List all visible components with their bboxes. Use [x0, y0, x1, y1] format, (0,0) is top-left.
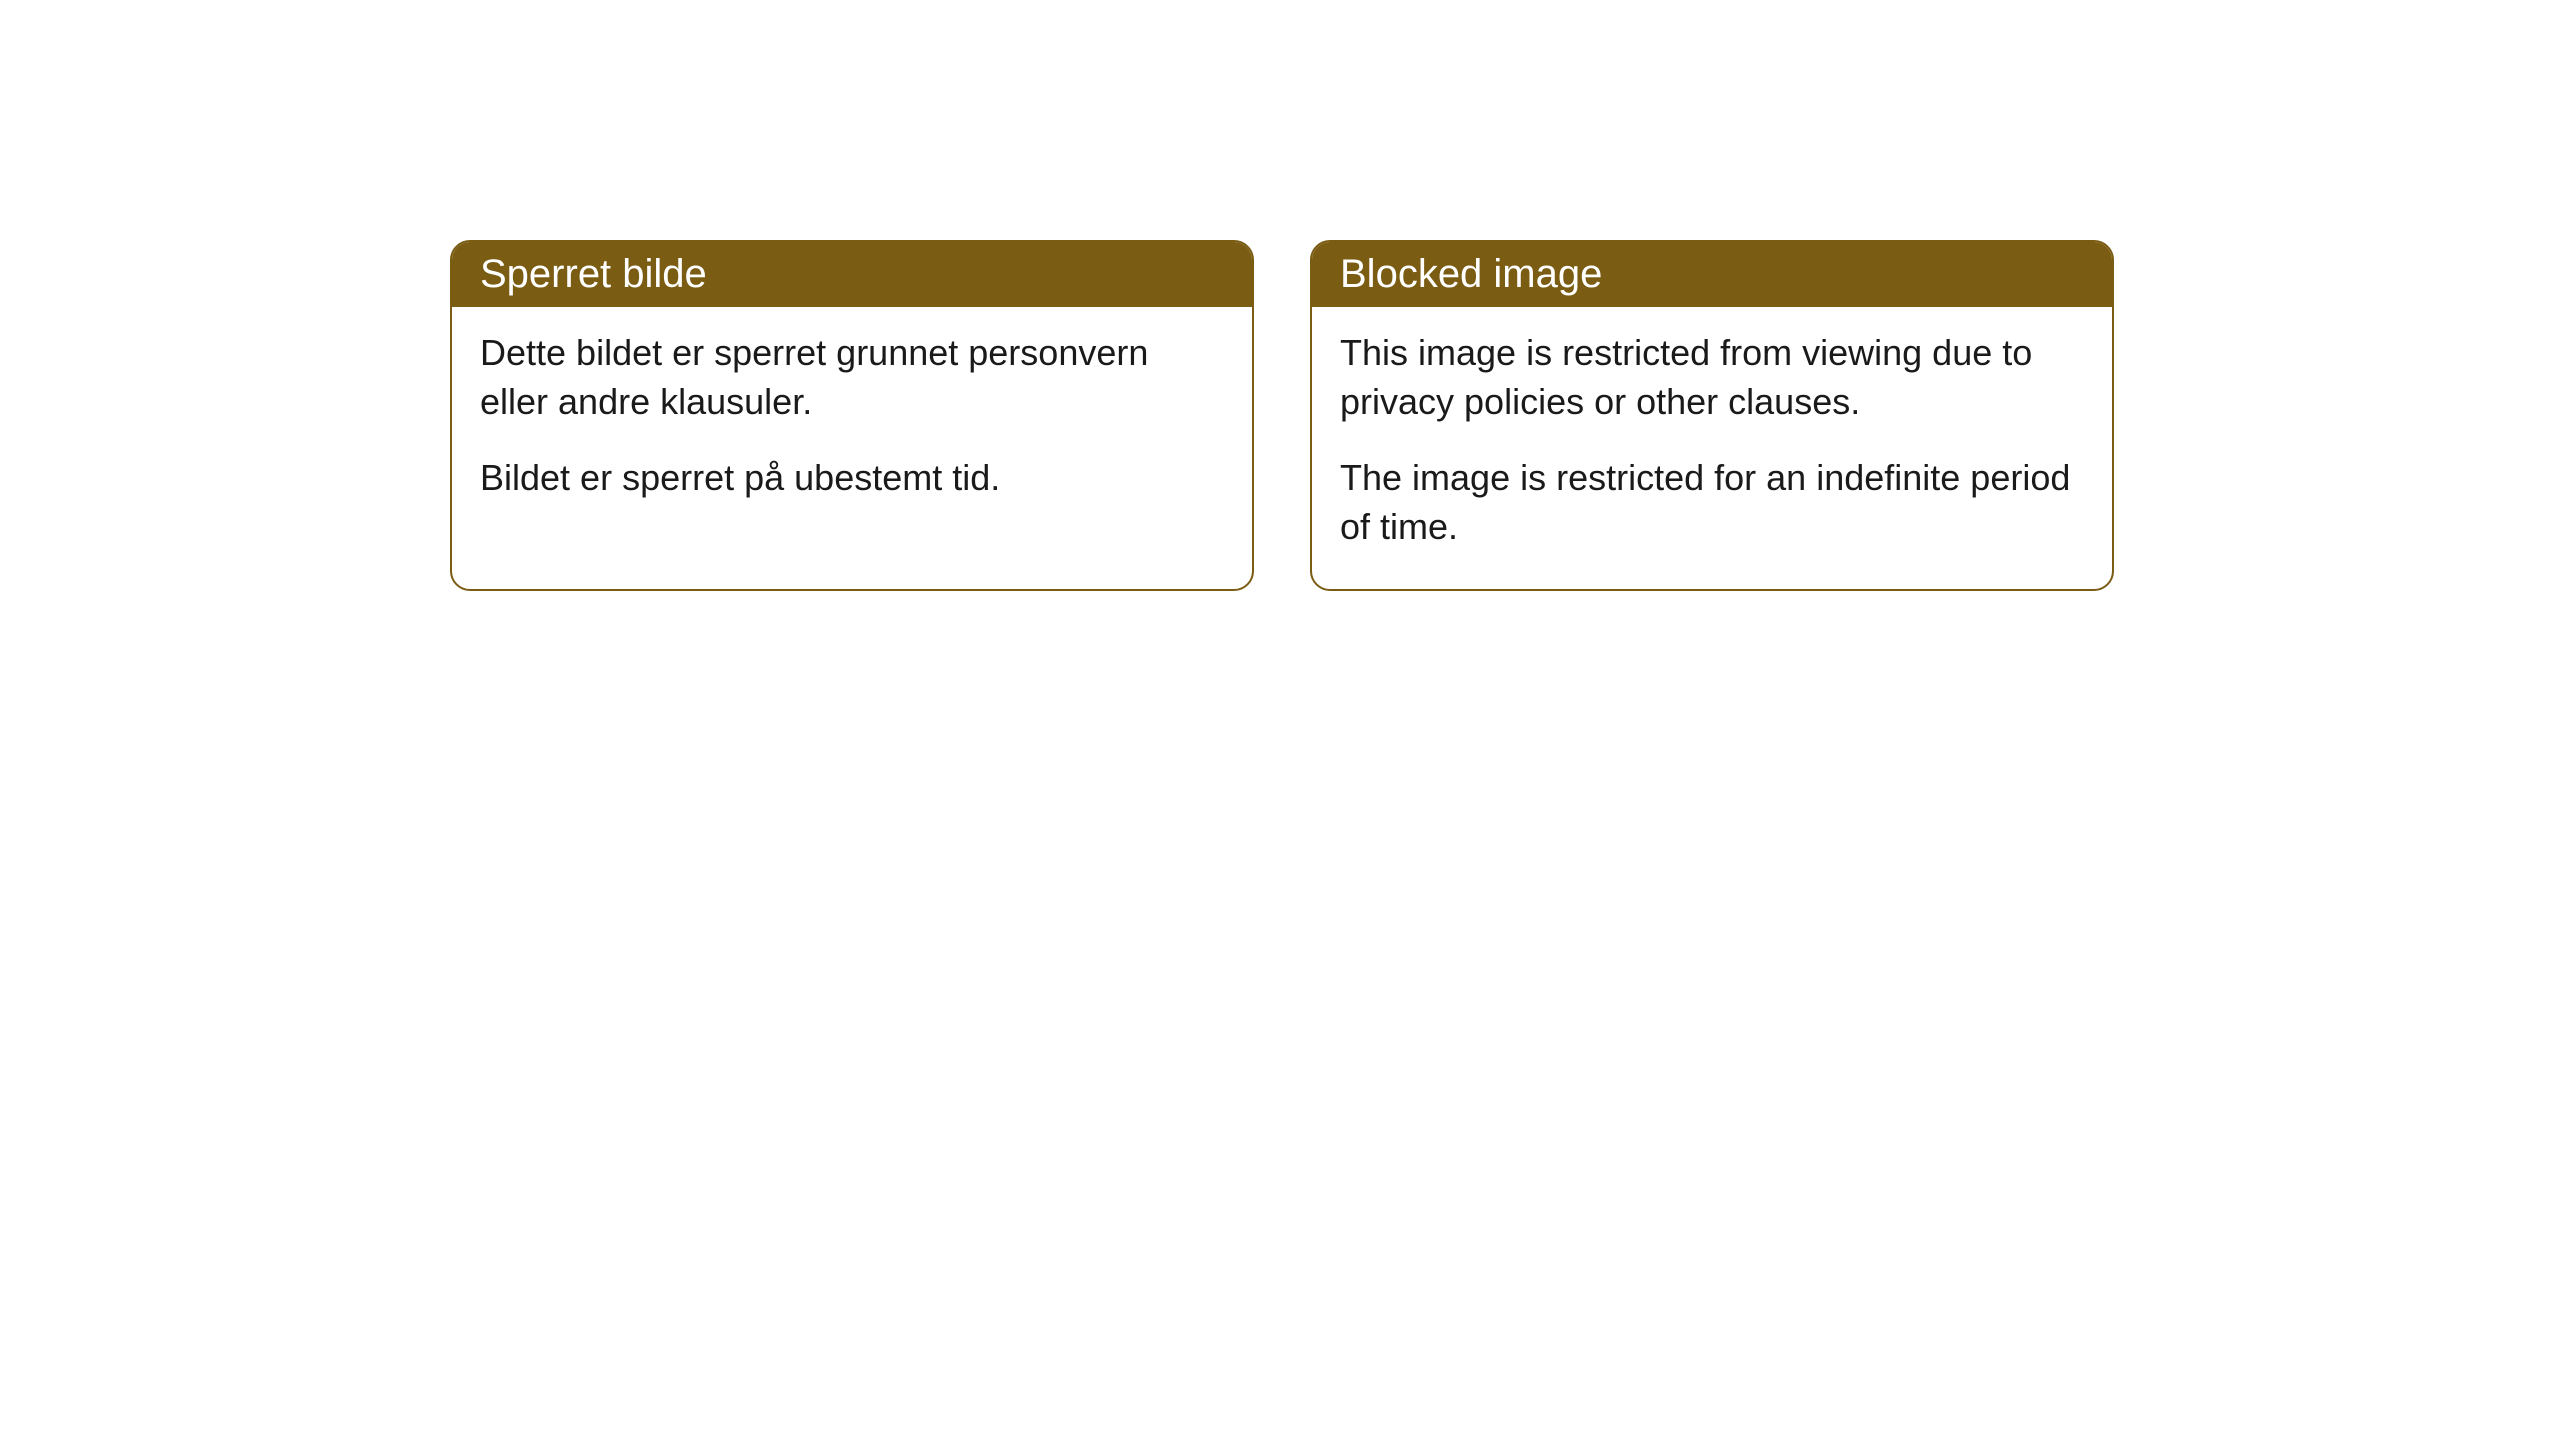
card-title: Sperret bilde: [480, 252, 707, 296]
card-paragraph-1: Dette bildet er sperret grunnet personve…: [480, 329, 1224, 426]
card-paragraph-2: Bildet er sperret på ubestemt tid.: [480, 454, 1224, 503]
card-body: Dette bildet er sperret grunnet personve…: [452, 307, 1252, 541]
card-english: Blocked image This image is restricted f…: [1310, 240, 2114, 591]
card-paragraph-2: The image is restricted for an indefinit…: [1340, 454, 2084, 551]
card-header: Blocked image: [1312, 242, 2112, 307]
card-norwegian: Sperret bilde Dette bildet er sperret gr…: [450, 240, 1254, 591]
card-body: This image is restricted from viewing du…: [1312, 307, 2112, 589]
card-title: Blocked image: [1340, 252, 1602, 296]
card-paragraph-1: This image is restricted from viewing du…: [1340, 329, 2084, 426]
notice-cards-container: Sperret bilde Dette bildet er sperret gr…: [0, 0, 2560, 591]
card-header: Sperret bilde: [452, 242, 1252, 307]
